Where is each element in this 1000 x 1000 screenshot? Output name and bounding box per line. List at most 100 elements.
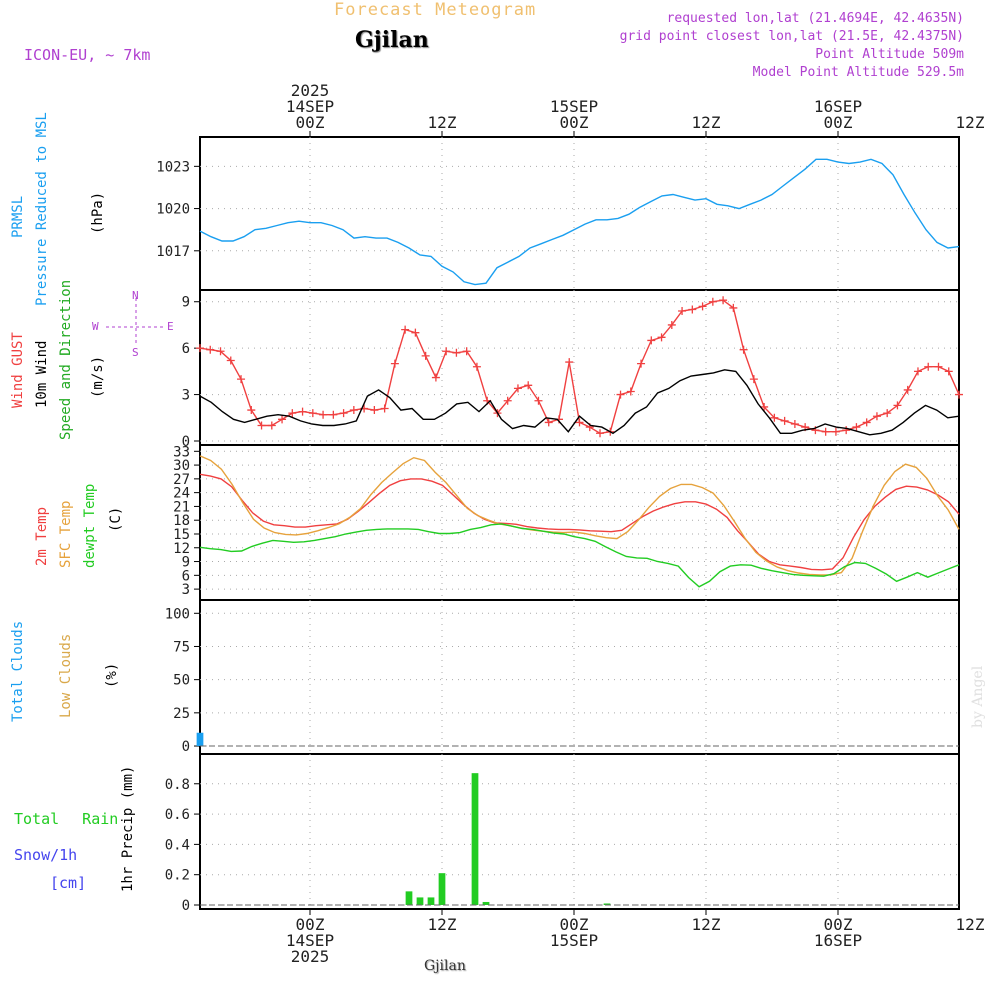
top-time-label: 15SEP — [550, 97, 598, 116]
gust-marker — [903, 385, 912, 394]
top-time-label: 00Z — [824, 113, 853, 132]
gust-marker — [770, 413, 779, 422]
gust-marker — [862, 418, 871, 427]
y-tick-label: 25 — [173, 706, 190, 722]
bottom-time-label: 12Z — [428, 915, 457, 934]
requested-coords: requested lon,lat (21.4694E, 42.4635N) — [666, 11, 964, 26]
gust-marker — [308, 409, 317, 418]
y-tick-label: 0.8 — [165, 777, 190, 793]
y-tick-label: 12 — [173, 541, 190, 557]
panel-temperature — [194, 444, 960, 601]
gust-marker — [462, 347, 471, 356]
y-tick-label: 30 — [173, 458, 190, 474]
gust-marker — [883, 409, 892, 418]
gust-marker — [503, 396, 512, 405]
gust-marker — [893, 401, 902, 410]
gust-marker — [257, 421, 266, 430]
temp-unit: (C) — [108, 506, 124, 532]
gust-marker — [339, 409, 348, 418]
gust-marker — [247, 406, 256, 415]
gust-marker — [913, 367, 922, 376]
rain-label: Total Rain — [14, 810, 119, 828]
point-altitude: Point Altitude 509m — [815, 47, 964, 62]
gust-marker — [411, 328, 420, 337]
temp2m-label: 2m Temp — [34, 506, 50, 566]
panel-clouds — [194, 599, 960, 755]
top-time-label: 14SEP — [286, 97, 334, 116]
gust-marker — [401, 325, 410, 334]
wind-dir-label: Speed and Direction — [58, 279, 74, 440]
gust-marker — [267, 421, 276, 430]
gust-marker — [288, 409, 297, 418]
gust-marker — [575, 418, 584, 427]
wind-10m-label: 10m Wind — [34, 340, 50, 408]
gust-marker — [698, 302, 707, 311]
bottom-time-label: 15SEP — [550, 931, 598, 950]
bottom-time-label: 2025 — [291, 947, 330, 966]
top-time-label: 00Z — [296, 113, 325, 132]
pressure-label-prmsl: PRMSL — [10, 195, 26, 238]
y-tick-label: 6 — [182, 568, 190, 584]
compass-n: N — [132, 289, 139, 302]
compass-w: W — [92, 320, 99, 333]
bottom-time-label: 00Z — [560, 915, 589, 934]
gust-marker — [544, 418, 553, 427]
gust-marker — [821, 427, 830, 436]
bottom-time-label: 12Z — [956, 915, 985, 934]
gust-marker — [842, 426, 851, 435]
gust-marker — [472, 362, 481, 371]
gust-marker — [237, 375, 246, 384]
gust-marker — [688, 305, 697, 314]
gust-marker — [790, 419, 799, 428]
precip-unit: 1hr Precip (mm) — [120, 765, 136, 892]
bottom-time-label: 00Z — [296, 915, 325, 934]
model-altitude: Model Point Altitude 529.5m — [752, 65, 964, 80]
grid-point-coords: grid point closest lon,lat (21.5E, 42.43… — [619, 29, 964, 44]
y-tick-label: 21 — [173, 499, 190, 515]
top-time-label: 16SEP — [814, 97, 862, 116]
location-title: Gjilan — [355, 27, 429, 53]
precip-bar — [471, 773, 479, 905]
wind-gust-label: Wind GUST — [10, 332, 26, 408]
y-tick-label: 0 — [182, 898, 190, 914]
top-time-label: 12Z — [428, 113, 457, 132]
series-line-2m-temp — [199, 473, 960, 571]
series-line-10m-wind — [199, 369, 960, 436]
bottom-time-label: 12Z — [692, 915, 721, 934]
gust-marker — [678, 307, 687, 316]
y-tick-label: 0.6 — [165, 807, 190, 823]
compass-s: S — [132, 346, 139, 359]
compass-e: E — [167, 320, 174, 333]
panel-wind — [194, 289, 963, 446]
gust-marker — [524, 381, 533, 390]
series-line-prmsl — [199, 158, 960, 286]
top-time-label: 12Z — [956, 113, 985, 132]
gust-marker — [565, 358, 574, 367]
gust-marker — [513, 384, 522, 393]
y-tick-label: 9 — [182, 295, 190, 311]
gust-marker — [944, 367, 953, 376]
gust-marker — [278, 415, 287, 424]
y-tick-label: 1023 — [156, 159, 190, 175]
y-tick-label: 27 — [173, 472, 190, 488]
gust-marker — [749, 375, 758, 384]
gust-marker — [637, 359, 646, 368]
y-tick-label: 0.2 — [165, 868, 190, 884]
gust-marker — [626, 387, 635, 396]
gust-marker — [390, 359, 399, 368]
gust-marker — [729, 303, 738, 312]
clouds-unit: (%) — [104, 662, 120, 688]
precip-bar — [427, 897, 435, 905]
gust-marker — [452, 348, 461, 357]
y-tick-label: 9 — [182, 555, 190, 571]
total-clouds-label: Total Clouds — [10, 620, 26, 722]
gust-marker — [780, 416, 789, 425]
bottom-time-label: 14SEP — [286, 931, 334, 950]
bottom-time-label: 00Z — [824, 915, 853, 934]
gust-marker — [319, 410, 328, 419]
gust-marker — [955, 390, 963, 399]
y-tick-label: 0.4 — [165, 837, 190, 853]
y-tick-label: 6 — [182, 341, 190, 357]
snow-unit: [cm] — [50, 874, 87, 892]
